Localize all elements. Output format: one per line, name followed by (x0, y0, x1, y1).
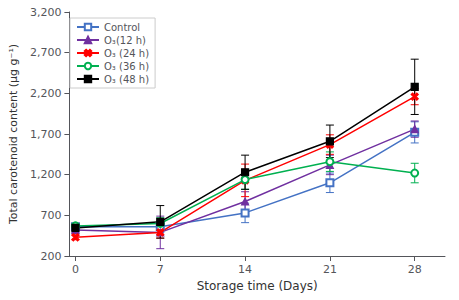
svg-text:7: 7 (157, 263, 164, 276)
svg-text:2,200: 2,200 (30, 87, 62, 100)
svg-text:2,700: 2,700 (30, 46, 62, 59)
svg-text:200: 200 (40, 250, 61, 263)
svg-text:21: 21 (323, 263, 337, 276)
svg-text:700: 700 (40, 209, 61, 222)
svg-text:14: 14 (238, 263, 252, 276)
svg-text:O₃(12 h): O₃(12 h) (104, 35, 146, 46)
svg-text:O₃ (36 h): O₃ (36 h) (104, 61, 149, 72)
svg-text:0: 0 (72, 263, 79, 276)
svg-text:28: 28 (408, 263, 422, 276)
svg-text:Storage time (Days): Storage time (Days) (197, 279, 318, 293)
svg-text:O₃ (48 h): O₃ (48 h) (104, 74, 149, 85)
svg-text:3,200: 3,200 (30, 6, 62, 19)
svg-text:1,700: 1,700 (30, 128, 62, 141)
svg-text:Total carotenoid content (µg g: Total carotenoid content (µg g⁻¹) (7, 44, 20, 225)
svg-text:1,200: 1,200 (30, 168, 62, 181)
svg-text:O₃ (24 h): O₃ (24 h) (104, 48, 149, 59)
svg-text:Control: Control (104, 22, 140, 33)
